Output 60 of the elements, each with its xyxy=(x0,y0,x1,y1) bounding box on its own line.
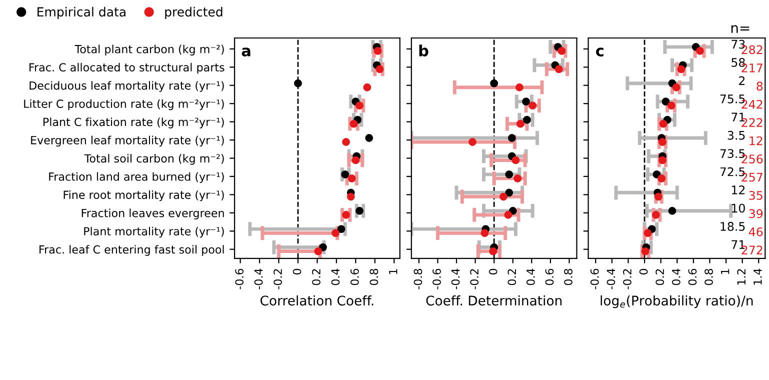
x-tick-label: 0.2 xyxy=(656,269,664,286)
x-tick-label: 0.4 xyxy=(672,268,680,286)
x-tick-label: 1 xyxy=(389,269,398,274)
x-tick-label: 0.4 xyxy=(526,268,535,286)
annotation: 35 xyxy=(749,190,762,200)
annotation: 12 xyxy=(732,186,745,194)
annotation: 2 xyxy=(739,76,745,85)
y-tick-label: Total soil carbon (kg m⁻²) xyxy=(84,154,224,165)
x-tick-label: 0.4 xyxy=(331,268,340,286)
x-axis-title: Coeff. Determination xyxy=(426,295,562,306)
text: n= xyxy=(731,25,750,33)
annotation: 10 xyxy=(732,204,745,213)
x-tick-label: -0.4 xyxy=(451,268,460,290)
annotation: 18.5 xyxy=(720,222,745,231)
annotation: 3.5 xyxy=(728,130,745,140)
x-tick-label: 1.4 xyxy=(754,268,762,285)
x-tick-label: -0.2 xyxy=(274,269,282,290)
x-axis-title: log$_{e}$(Probability ratio)/n xyxy=(600,295,753,308)
x-tick-label: 0 xyxy=(639,268,648,274)
x-tick-label: -0.4 xyxy=(606,268,616,290)
y-tick-label: Total plant carbon (kg m⁻²) xyxy=(74,44,224,56)
y-tick-label: Fraction land area burned (yr⁻¹) xyxy=(49,172,224,183)
x-tick-label: -0.6 xyxy=(235,268,244,290)
y-tick-label: Plant C fixation rate (kg m⁻²yr⁻¹) xyxy=(44,118,224,128)
chart-title: a xyxy=(242,48,250,56)
chart-title: c xyxy=(596,48,604,56)
x-tick-label: 0 xyxy=(292,268,302,274)
y-tick-label: Frac. C allocated to structural parts xyxy=(29,62,224,74)
annotation: 12 xyxy=(750,136,762,146)
x-tick-label: -0.2 xyxy=(470,269,479,290)
y-tick-label: Litter C production rate (kg m⁻²yr⁻¹) xyxy=(24,99,224,110)
x-tick-label: 1 xyxy=(720,269,730,274)
chart-title: b xyxy=(419,44,428,56)
x-axis-title: Correlation Coeff. xyxy=(260,295,374,306)
legend-label: predicted xyxy=(165,6,222,19)
x-tick-label: 0.2 xyxy=(508,269,516,286)
x-tick-label: 0 xyxy=(488,268,498,274)
x-tick-label: 0.8 xyxy=(564,268,572,286)
x-tick-label: -0.6 xyxy=(432,268,441,290)
x-tick-label: 0.8 xyxy=(704,268,713,286)
x-tick-label: 0.6 xyxy=(688,268,697,286)
x-tick-label: -0.6 xyxy=(590,268,599,290)
x-tick-label: 0.6 xyxy=(545,268,554,286)
x-tick-label: 0.6 xyxy=(350,268,359,286)
x-tick-label: -0.8 xyxy=(414,268,422,290)
annotation: 39 xyxy=(749,209,763,218)
x-tick-label: -0.4 xyxy=(254,268,263,290)
x-tick-label: 1.2 xyxy=(737,269,746,285)
y-tick-label: Frac. leaf C entering fast soil pool xyxy=(40,245,224,256)
annotation: 8 xyxy=(756,82,763,91)
x-tick-label: -0.2 xyxy=(623,269,632,290)
x-tick-label: 0.2 xyxy=(312,269,320,286)
y-tick-label: Evergreen leaf mortality rate (yr⁻¹) xyxy=(31,136,224,147)
annotation: 46 xyxy=(748,227,763,236)
y-tick-label: Fraction leaves evergreen xyxy=(82,208,224,220)
x-tick-label: 0.8 xyxy=(370,268,378,286)
y-tick-label: Fine root mortality rate (yr⁻¹) xyxy=(64,190,224,202)
y-tick-label: Plant mortality rate (yr⁻¹) xyxy=(84,226,224,238)
legend-label: Empirical data xyxy=(38,6,126,19)
y-tick-label: Deciduous leaf mortality rate (yr⁻¹) xyxy=(30,81,224,92)
